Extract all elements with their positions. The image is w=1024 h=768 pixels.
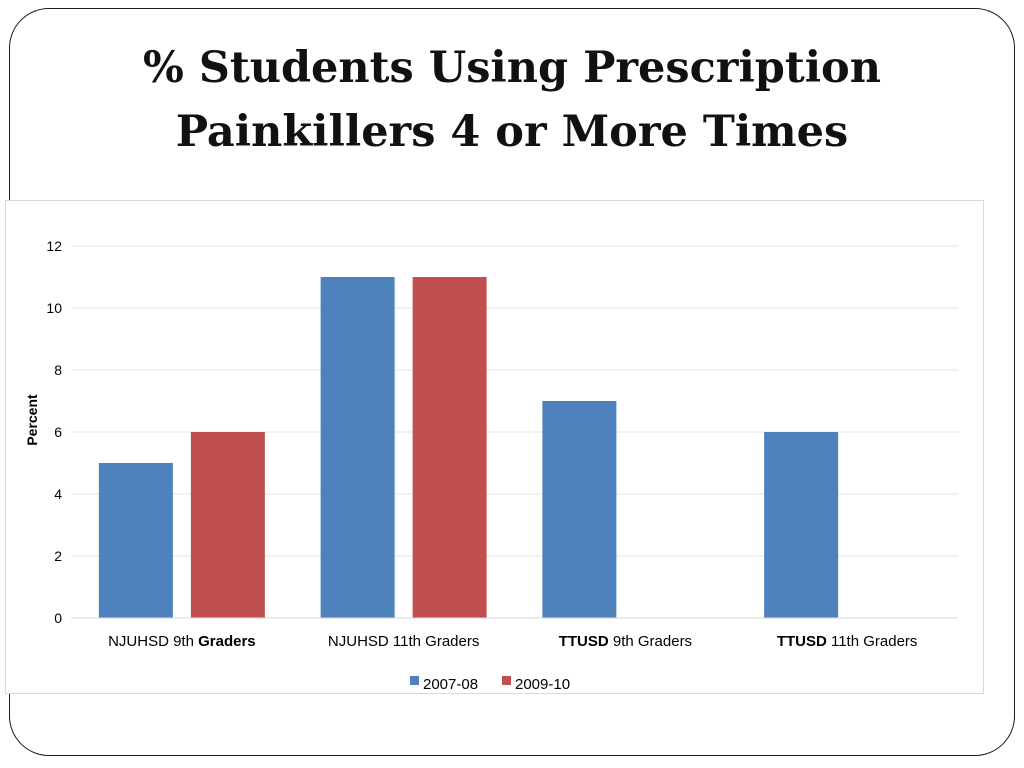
bar-2007-08-2 bbox=[320, 277, 395, 618]
chart-area: 0 2 4 6 8 10 12 Percent NJUHSD 9th Graders NJUH… bbox=[5, 200, 984, 694]
y-tick-label: 10 bbox=[46, 300, 62, 316]
x-tick-label-part: NJUHSD 9th bbox=[108, 633, 198, 650]
bar-2007-08-1 bbox=[98, 463, 173, 618]
y-tick-label: 4 bbox=[54, 486, 62, 502]
bar-2007-08-3 bbox=[542, 401, 617, 618]
legend-swatch bbox=[410, 676, 419, 685]
y-tick-label: 0 bbox=[54, 610, 62, 626]
y-axis-label: Percent bbox=[24, 394, 40, 446]
x-tick-label-part: 9th Graders bbox=[609, 633, 692, 650]
title-line-2: Painkillers 4 or More Times bbox=[175, 107, 849, 157]
y-tick-label: 2 bbox=[54, 548, 62, 564]
y-tick-label: 8 bbox=[54, 362, 62, 378]
y-tick-label: 6 bbox=[54, 424, 62, 440]
x-tick-label-part: Graders bbox=[198, 633, 256, 650]
x-tick-label-part: NJUHSD 11th Graders bbox=[328, 633, 479, 650]
bar-2009-10-2 bbox=[412, 277, 487, 618]
x-tick-label: NJUHSD 9th Graders bbox=[108, 633, 256, 650]
x-tick-label-part: TTUSD bbox=[777, 633, 827, 650]
y-tick-label: 12 bbox=[46, 238, 62, 254]
x-tick-label-part: TTUSD bbox=[559, 633, 609, 650]
title-line-1: % Students Using Prescription bbox=[142, 43, 881, 93]
bar-2007-08-4 bbox=[764, 432, 839, 618]
x-tick-label-part: 11th Graders bbox=[827, 633, 918, 650]
legend-label: 2009-10 bbox=[515, 676, 570, 693]
bar-2009-10-1 bbox=[190, 432, 265, 618]
x-tick-label: TTUSD 9th Graders bbox=[559, 633, 692, 650]
legend-label: 2007-08 bbox=[423, 676, 478, 693]
legend-swatch bbox=[502, 676, 511, 685]
x-tick-label: NJUHSD 11th Graders bbox=[328, 633, 479, 650]
slide-title: % Students Using Prescription Painkiller… bbox=[0, 36, 1024, 164]
x-tick-label: TTUSD 11th Graders bbox=[777, 633, 918, 650]
